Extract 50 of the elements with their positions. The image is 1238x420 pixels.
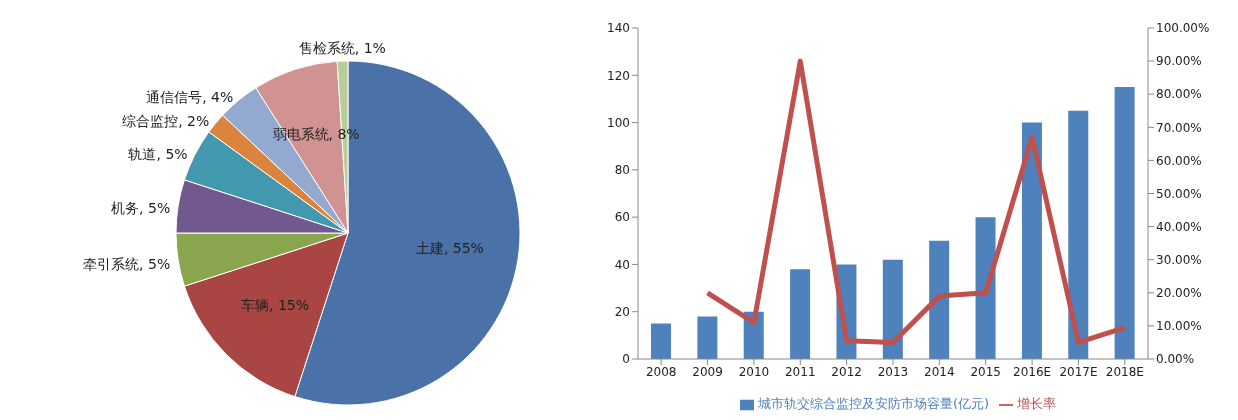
x-tick-label: 2011 — [785, 364, 816, 379]
y-tick-label: 120 — [607, 68, 630, 83]
x-tick-label: 2014 — [924, 364, 955, 379]
slice-label: 牵引系统, 5% — [83, 256, 171, 273]
y2-tick-label: 0.00% — [1156, 352, 1195, 367]
bar — [697, 316, 718, 359]
y-tick-label: 20 — [614, 304, 630, 319]
y-tick-label: 40 — [614, 257, 630, 272]
y2-tick-label: 90.00% — [1156, 54, 1202, 69]
x-tick-label: 2017E — [1059, 364, 1098, 379]
y-tick-label: 0 — [622, 352, 630, 367]
y-tick-label: 80 — [614, 163, 630, 178]
y-tick-label: 140 — [607, 21, 630, 36]
slice-label: 综合监控, 2% — [122, 113, 210, 130]
slice-label: 弱电系统, 8% — [272, 125, 360, 142]
bar — [1068, 110, 1089, 359]
bar — [975, 217, 996, 359]
y2-tick-label: 50.00% — [1156, 186, 1202, 201]
slice-label: 机务, 5% — [111, 199, 171, 216]
slice-label: 车辆, 15% — [241, 296, 310, 313]
y2-tick-label: 40.00% — [1156, 219, 1202, 234]
x-tick-label: 2016E — [1013, 364, 1052, 379]
y2-tick-label: 30.00% — [1156, 252, 1202, 267]
y2-tick-label: 10.00% — [1156, 319, 1202, 334]
x-tick-label: 2015 — [970, 364, 1001, 379]
slice-label: 轨道, 5% — [128, 146, 188, 163]
bar — [651, 323, 671, 359]
slice-label: 售检系统, 1% — [298, 40, 386, 57]
x-tick-label: 2013 — [877, 364, 909, 379]
legend-label: 城市轨交综合监控及安防市场容量(亿元) — [757, 396, 990, 411]
x-tick-label: 2012 — [831, 364, 862, 379]
x-tick-label: 2010 — [738, 364, 770, 379]
y-tick-label: 100 — [607, 115, 630, 130]
bar — [1021, 122, 1042, 359]
bar — [929, 240, 950, 359]
x-tick-label: 2009 — [692, 364, 723, 379]
y2-tick-label: 20.00% — [1156, 286, 1202, 301]
y2-tick-label: 100.00% — [1156, 21, 1210, 36]
x-tick-label: 2008 — [645, 364, 677, 379]
bar — [1114, 87, 1135, 359]
y-tick-label: 60 — [614, 210, 630, 225]
bar — [882, 259, 903, 359]
legend-label: 增长率 — [1017, 396, 1057, 411]
y2-tick-label: 80.00% — [1156, 87, 1202, 102]
x-tick-label: 2018E — [1105, 364, 1144, 379]
slice-label: 通信信号, 4% — [146, 89, 234, 106]
bar — [790, 269, 811, 359]
y2-tick-label: 70.00% — [1156, 120, 1202, 135]
slice-label: 土建, 55% — [415, 240, 484, 257]
y2-tick-label: 60.00% — [1156, 153, 1202, 168]
